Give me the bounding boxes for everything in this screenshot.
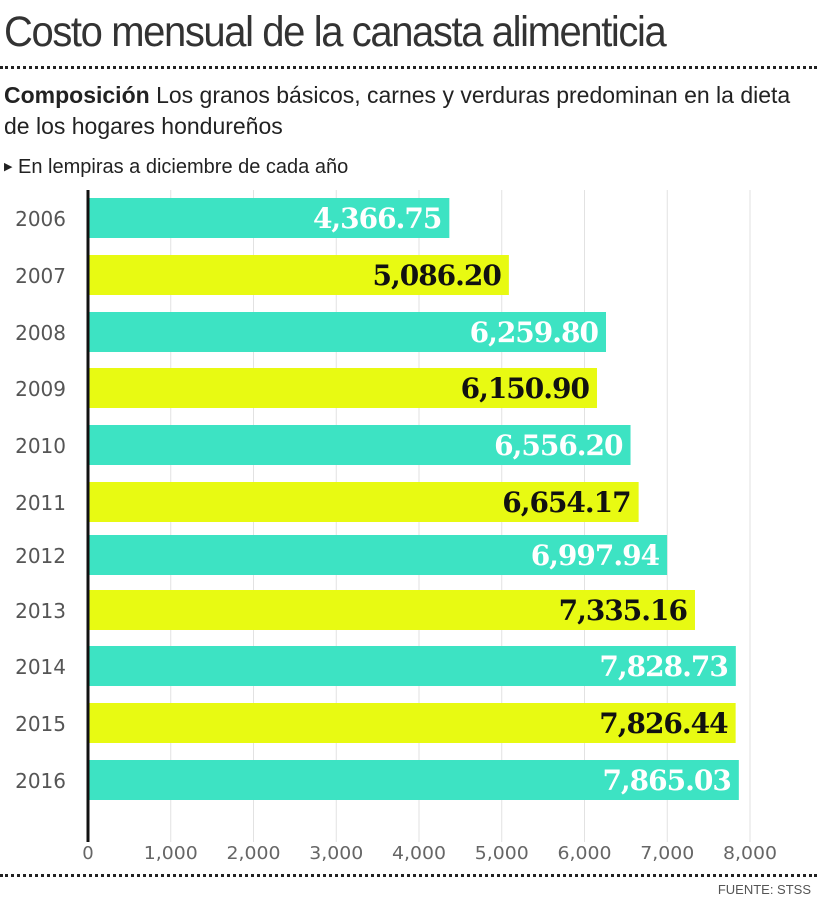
source-note: FUENTE: STSS (717, 882, 811, 897)
unit-note: ▶ En lempiras a diciembre de cada año (4, 156, 348, 179)
y-tick-label: 2006 (15, 207, 66, 231)
data-label: 6,654.17 (502, 486, 630, 519)
bar-2006 (88, 198, 450, 238)
bar-2008 (88, 312, 606, 352)
x-tick-label: 0 (82, 843, 93, 864)
unit-note-text: En lempiras a diciembre de cada año (18, 156, 349, 178)
divider-bottom (0, 874, 817, 877)
bar-2010 (88, 425, 631, 465)
y-tick-label: 2009 (15, 377, 66, 401)
y-tick-label: 2007 (15, 264, 66, 288)
x-tick-label: 5,000 (475, 843, 529, 864)
chart-title: Costo mensual de la canasta alimenticia (4, 8, 667, 56)
data-label: 6,997.94 (531, 539, 660, 572)
subtitle-text: Los granos básicos, carnes y verduras pr… (4, 82, 791, 139)
data-label: 6,259.80 (470, 316, 599, 349)
y-tick-label: 2014 (15, 655, 66, 679)
x-tick-label: 6,000 (558, 843, 612, 864)
x-tick-label: 3,000 (309, 843, 363, 864)
bar-2014 (88, 646, 736, 686)
x-tick-label: 7,000 (640, 843, 694, 864)
bar-2009 (88, 368, 597, 408)
y-tick-label: 2008 (15, 321, 66, 345)
bar-2011 (88, 482, 639, 522)
y-tick-label: 2013 (15, 599, 66, 623)
data-label: 7,826.44 (599, 707, 728, 740)
bar-2013 (88, 590, 695, 630)
x-tick-label: 8,000 (723, 843, 777, 864)
y-tick-label: 2015 (15, 712, 66, 736)
y-tick-label: 2016 (15, 769, 66, 793)
data-label: 5,086.20 (372, 259, 501, 292)
subtitle: Composición Los granos básicos, carnes y… (4, 80, 817, 142)
data-label: 7,828.73 (599, 650, 727, 683)
bar-2007 (88, 255, 509, 295)
data-label: 6,150.90 (461, 372, 590, 405)
data-label: 7,865.03 (602, 764, 730, 797)
triangle-icon: ▶ (4, 161, 13, 173)
divider (0, 66, 817, 69)
x-tick-label: 2,000 (227, 843, 281, 864)
x-tick-label: 4,000 (392, 843, 446, 864)
data-label: 7,335.16 (559, 594, 687, 627)
y-tick-label: 2010 (15, 434, 66, 458)
y-tick-label: 2011 (15, 491, 66, 515)
x-tick-label: 1,000 (144, 843, 198, 864)
subtitle-bold: Composición (4, 82, 150, 108)
bar-2015 (88, 703, 736, 743)
data-label: 4,366.75 (313, 202, 441, 235)
data-label: 6,556.20 (494, 429, 623, 462)
bar-2012 (88, 535, 668, 575)
bar-2016 (88, 760, 739, 800)
y-tick-label: 2012 (15, 544, 66, 568)
